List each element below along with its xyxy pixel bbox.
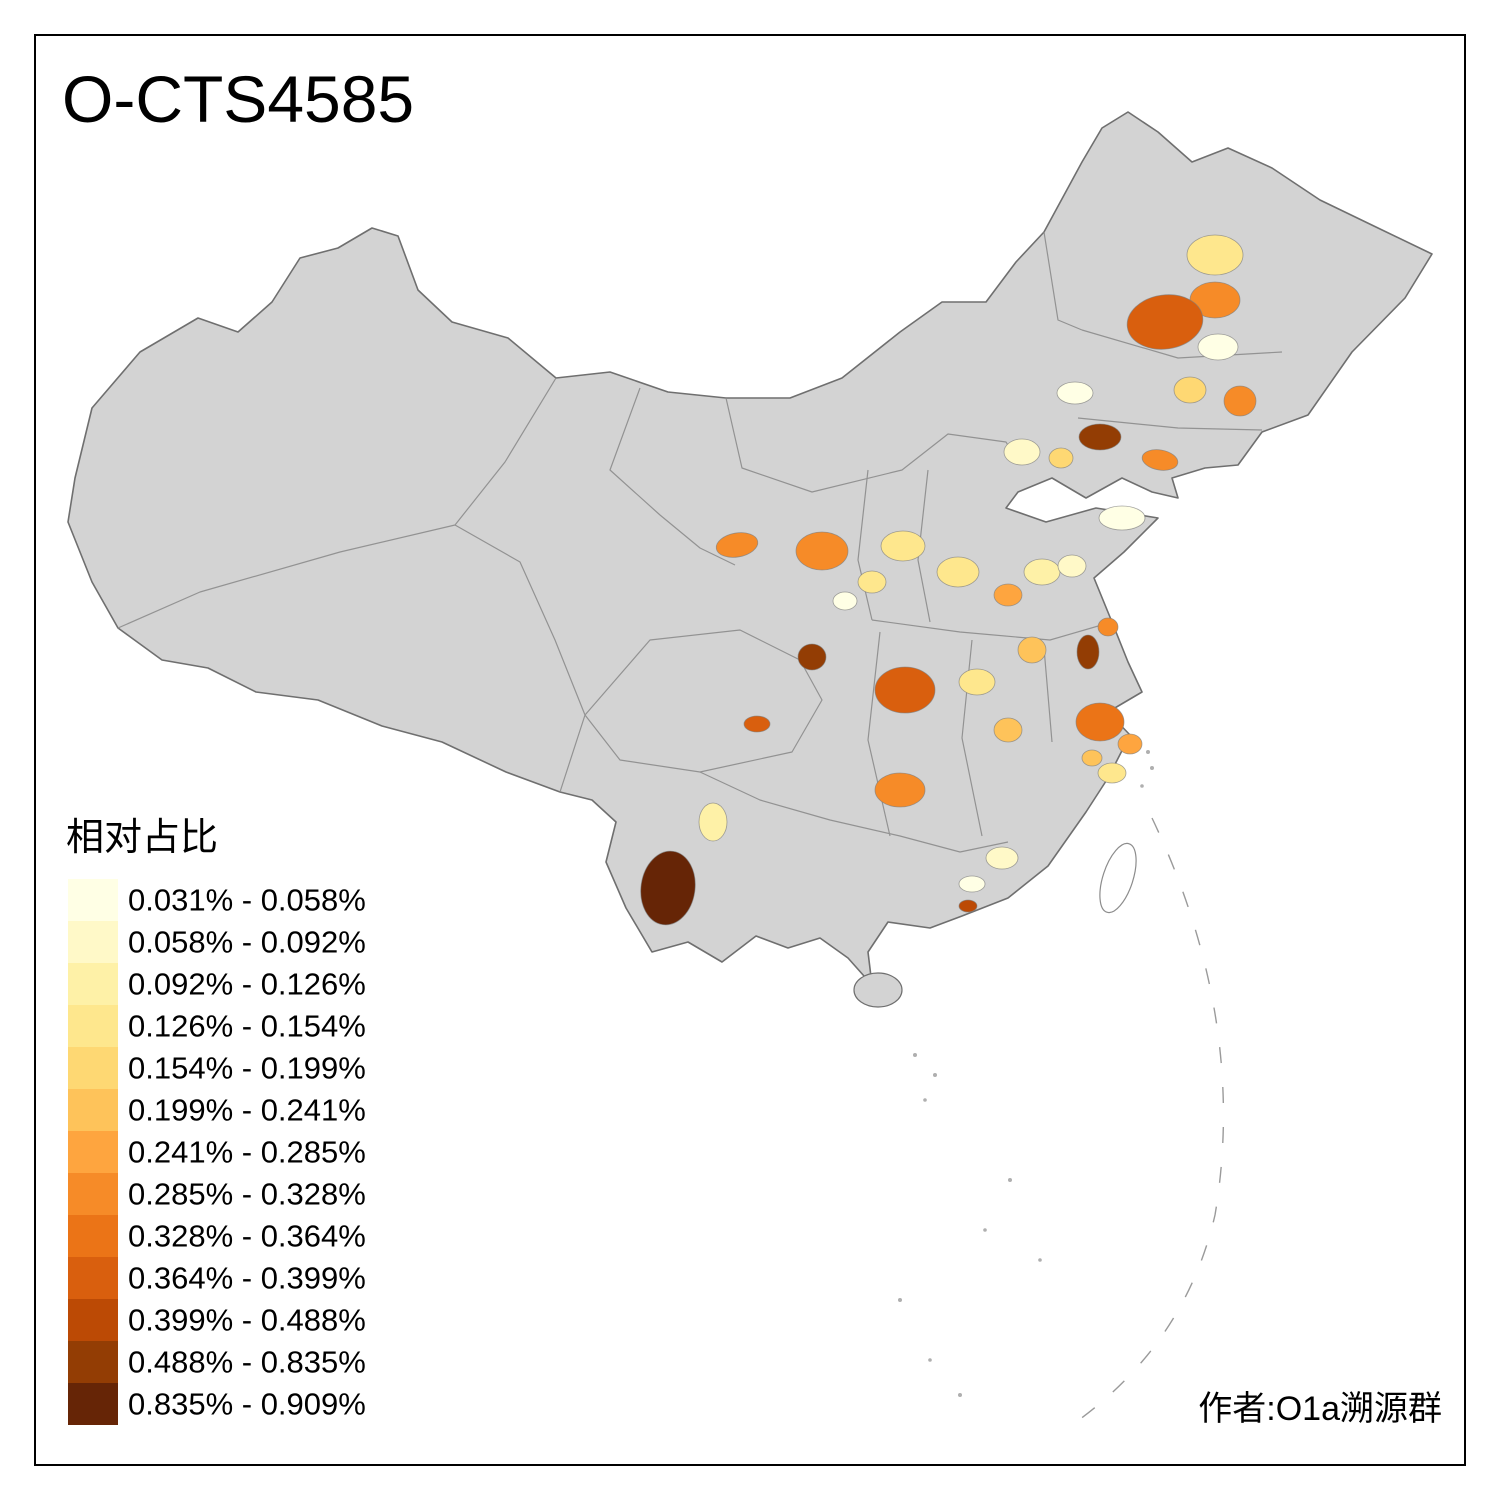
map-region bbox=[1056, 381, 1094, 405]
map-region bbox=[985, 846, 1019, 870]
map-region bbox=[1075, 702, 1125, 742]
legend-swatch bbox=[68, 1047, 118, 1089]
map-region bbox=[1126, 294, 1204, 350]
map-region bbox=[1017, 636, 1047, 664]
legend-label: 0.241% - 0.285% bbox=[128, 1135, 366, 1170]
map-region bbox=[874, 666, 936, 714]
map-region bbox=[1173, 376, 1207, 404]
legend-label: 0.835% - 0.909% bbox=[128, 1387, 366, 1422]
legend-label: 0.126% - 0.154% bbox=[128, 1009, 366, 1044]
legend-label: 0.031% - 0.058% bbox=[128, 883, 366, 918]
map-region bbox=[1057, 554, 1087, 578]
legend-swatch bbox=[68, 1173, 118, 1215]
map-region bbox=[1186, 234, 1244, 276]
map-region bbox=[874, 772, 926, 808]
map-region bbox=[958, 875, 986, 893]
map-region bbox=[1081, 749, 1103, 767]
legend-title: 相对占比 bbox=[66, 817, 218, 859]
legend-label: 0.399% - 0.488% bbox=[128, 1303, 366, 1338]
map-region bbox=[958, 899, 978, 913]
map-region bbox=[1141, 449, 1179, 471]
map-region bbox=[1117, 733, 1143, 755]
legend-swatch bbox=[68, 1089, 118, 1131]
legend-swatch bbox=[68, 1299, 118, 1341]
legend-swatch bbox=[68, 1257, 118, 1299]
map-region bbox=[936, 556, 980, 588]
hainan-island bbox=[853, 972, 903, 1008]
map-title: O-CTS4585 bbox=[62, 62, 414, 136]
map-region bbox=[640, 850, 696, 926]
author-credit: 作者:O1a溯源群 bbox=[1198, 1390, 1442, 1428]
map-region bbox=[993, 717, 1023, 743]
map-region bbox=[880, 530, 926, 562]
map-region bbox=[993, 583, 1023, 607]
legend-swatch bbox=[68, 921, 118, 963]
legend-swatch bbox=[68, 1341, 118, 1383]
legend-swatch bbox=[68, 1215, 118, 1257]
map-region bbox=[1048, 447, 1074, 469]
legend-label: 0.199% - 0.241% bbox=[128, 1093, 366, 1128]
map-region bbox=[857, 570, 887, 594]
map-region bbox=[1003, 438, 1041, 466]
legend-swatch bbox=[68, 963, 118, 1005]
map-region bbox=[743, 715, 771, 733]
map-region bbox=[1076, 634, 1100, 670]
legend-label: 0.154% - 0.199% bbox=[128, 1051, 366, 1086]
legend-label: 0.364% - 0.399% bbox=[128, 1261, 366, 1296]
legend-label: 0.488% - 0.835% bbox=[128, 1345, 366, 1380]
south-china-sea-islands bbox=[898, 750, 1154, 1397]
map-region bbox=[1023, 558, 1061, 586]
taiwan-island bbox=[1099, 842, 1137, 914]
colored-regions bbox=[640, 234, 1257, 926]
map-region bbox=[1097, 762, 1127, 784]
map-region bbox=[698, 802, 728, 842]
map-region bbox=[715, 532, 759, 558]
map-region bbox=[832, 591, 858, 611]
legend-label: 0.092% - 0.126% bbox=[128, 967, 366, 1002]
map-region bbox=[797, 643, 827, 671]
legend-swatch bbox=[68, 1383, 118, 1425]
south-china-sea-boundary-line bbox=[1071, 817, 1225, 1426]
legend-label: 0.328% - 0.364% bbox=[128, 1219, 366, 1254]
legend: 相对占比 0.031% - 0.058% 0.058% - 0.092% 0.092… bbox=[66, 817, 366, 1425]
legend-label: 0.285% - 0.328% bbox=[128, 1177, 366, 1212]
map-region bbox=[1078, 423, 1122, 451]
map-region bbox=[795, 531, 849, 571]
legend-items: 0.031% - 0.058% 0.058% - 0.092% 0.092% - 0… bbox=[68, 879, 366, 1425]
legend-label: 0.058% - 0.092% bbox=[128, 925, 366, 960]
province-boundaries bbox=[117, 231, 1283, 853]
map-region bbox=[958, 668, 996, 696]
map-region bbox=[1098, 505, 1146, 531]
legend-swatch bbox=[68, 879, 118, 921]
legend-swatch bbox=[68, 1005, 118, 1047]
map-region bbox=[1223, 385, 1257, 417]
map-region bbox=[1097, 617, 1119, 637]
legend-swatch bbox=[68, 1131, 118, 1173]
map-region bbox=[1197, 333, 1239, 361]
